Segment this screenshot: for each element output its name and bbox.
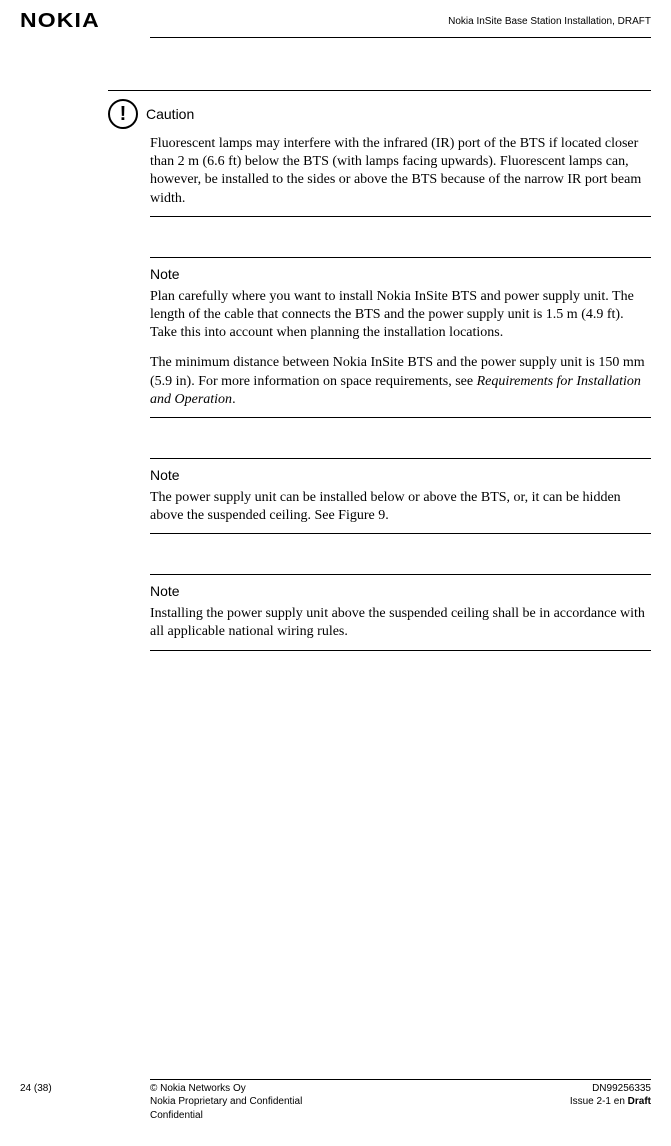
footer-copyright: © Nokia Networks Oy <box>150 1082 570 1096</box>
block-bottom-divider <box>150 216 651 217</box>
block-bottom-divider <box>150 417 651 418</box>
note2-text: The power supply unit can be installed b… <box>150 489 651 525</box>
note-block-2: Note The power supply unit can be instal… <box>150 458 651 534</box>
caution-heading: Caution <box>146 106 194 122</box>
footer-divider <box>150 1079 651 1080</box>
footer-confidential: Confidential <box>150 1109 570 1123</box>
footer-issue: Issue 2-1 en Draft <box>570 1095 651 1109</box>
block-top-divider <box>150 458 651 459</box>
note-block-3: Note Installing the power supply unit ab… <box>150 574 651 650</box>
nokia-logo: NOKIA <box>20 10 100 33</box>
block-bottom-divider <box>150 533 651 534</box>
footer-doc-number: DN99256335 <box>570 1082 651 1096</box>
page-footer: 24 (38) © Nokia Networks Oy Nokia Propri… <box>20 1079 651 1123</box>
page-content: ! Caution Fluorescent lamps may interfer… <box>150 38 651 651</box>
footer-page-number: 24 (38) <box>20 1082 150 1123</box>
block-bottom-divider <box>150 650 651 651</box>
block-top-divider <box>150 574 651 575</box>
footer-proprietary: Nokia Proprietary and Confidential <box>150 1095 570 1109</box>
note-heading: Note <box>150 467 180 483</box>
footer-issue-bold: Draft <box>628 1096 651 1107</box>
note1-para2: The minimum distance between Nokia InSit… <box>150 354 651 409</box>
note3-text: Installing the power supply unit above t… <box>150 605 651 641</box>
note1-para1: Plan carefully where you want to install… <box>150 288 651 343</box>
block-top-divider <box>108 90 651 91</box>
caution-block: ! Caution Fluorescent lamps may interfer… <box>150 90 651 217</box>
note-heading: Note <box>150 583 180 599</box>
doc-title: Nokia InSite Base Station Installation, … <box>448 16 651 27</box>
caution-text: Fluorescent lamps may interfere with the… <box>150 135 651 208</box>
block-top-divider <box>150 257 651 258</box>
note-heading: Note <box>150 266 180 282</box>
footer-issue-pre: Issue 2-1 en <box>570 1096 628 1107</box>
note1-para2-post: . <box>232 392 236 407</box>
caution-icon: ! <box>108 99 138 129</box>
note-block-1: Note Plan carefully where you want to in… <box>150 257 651 418</box>
